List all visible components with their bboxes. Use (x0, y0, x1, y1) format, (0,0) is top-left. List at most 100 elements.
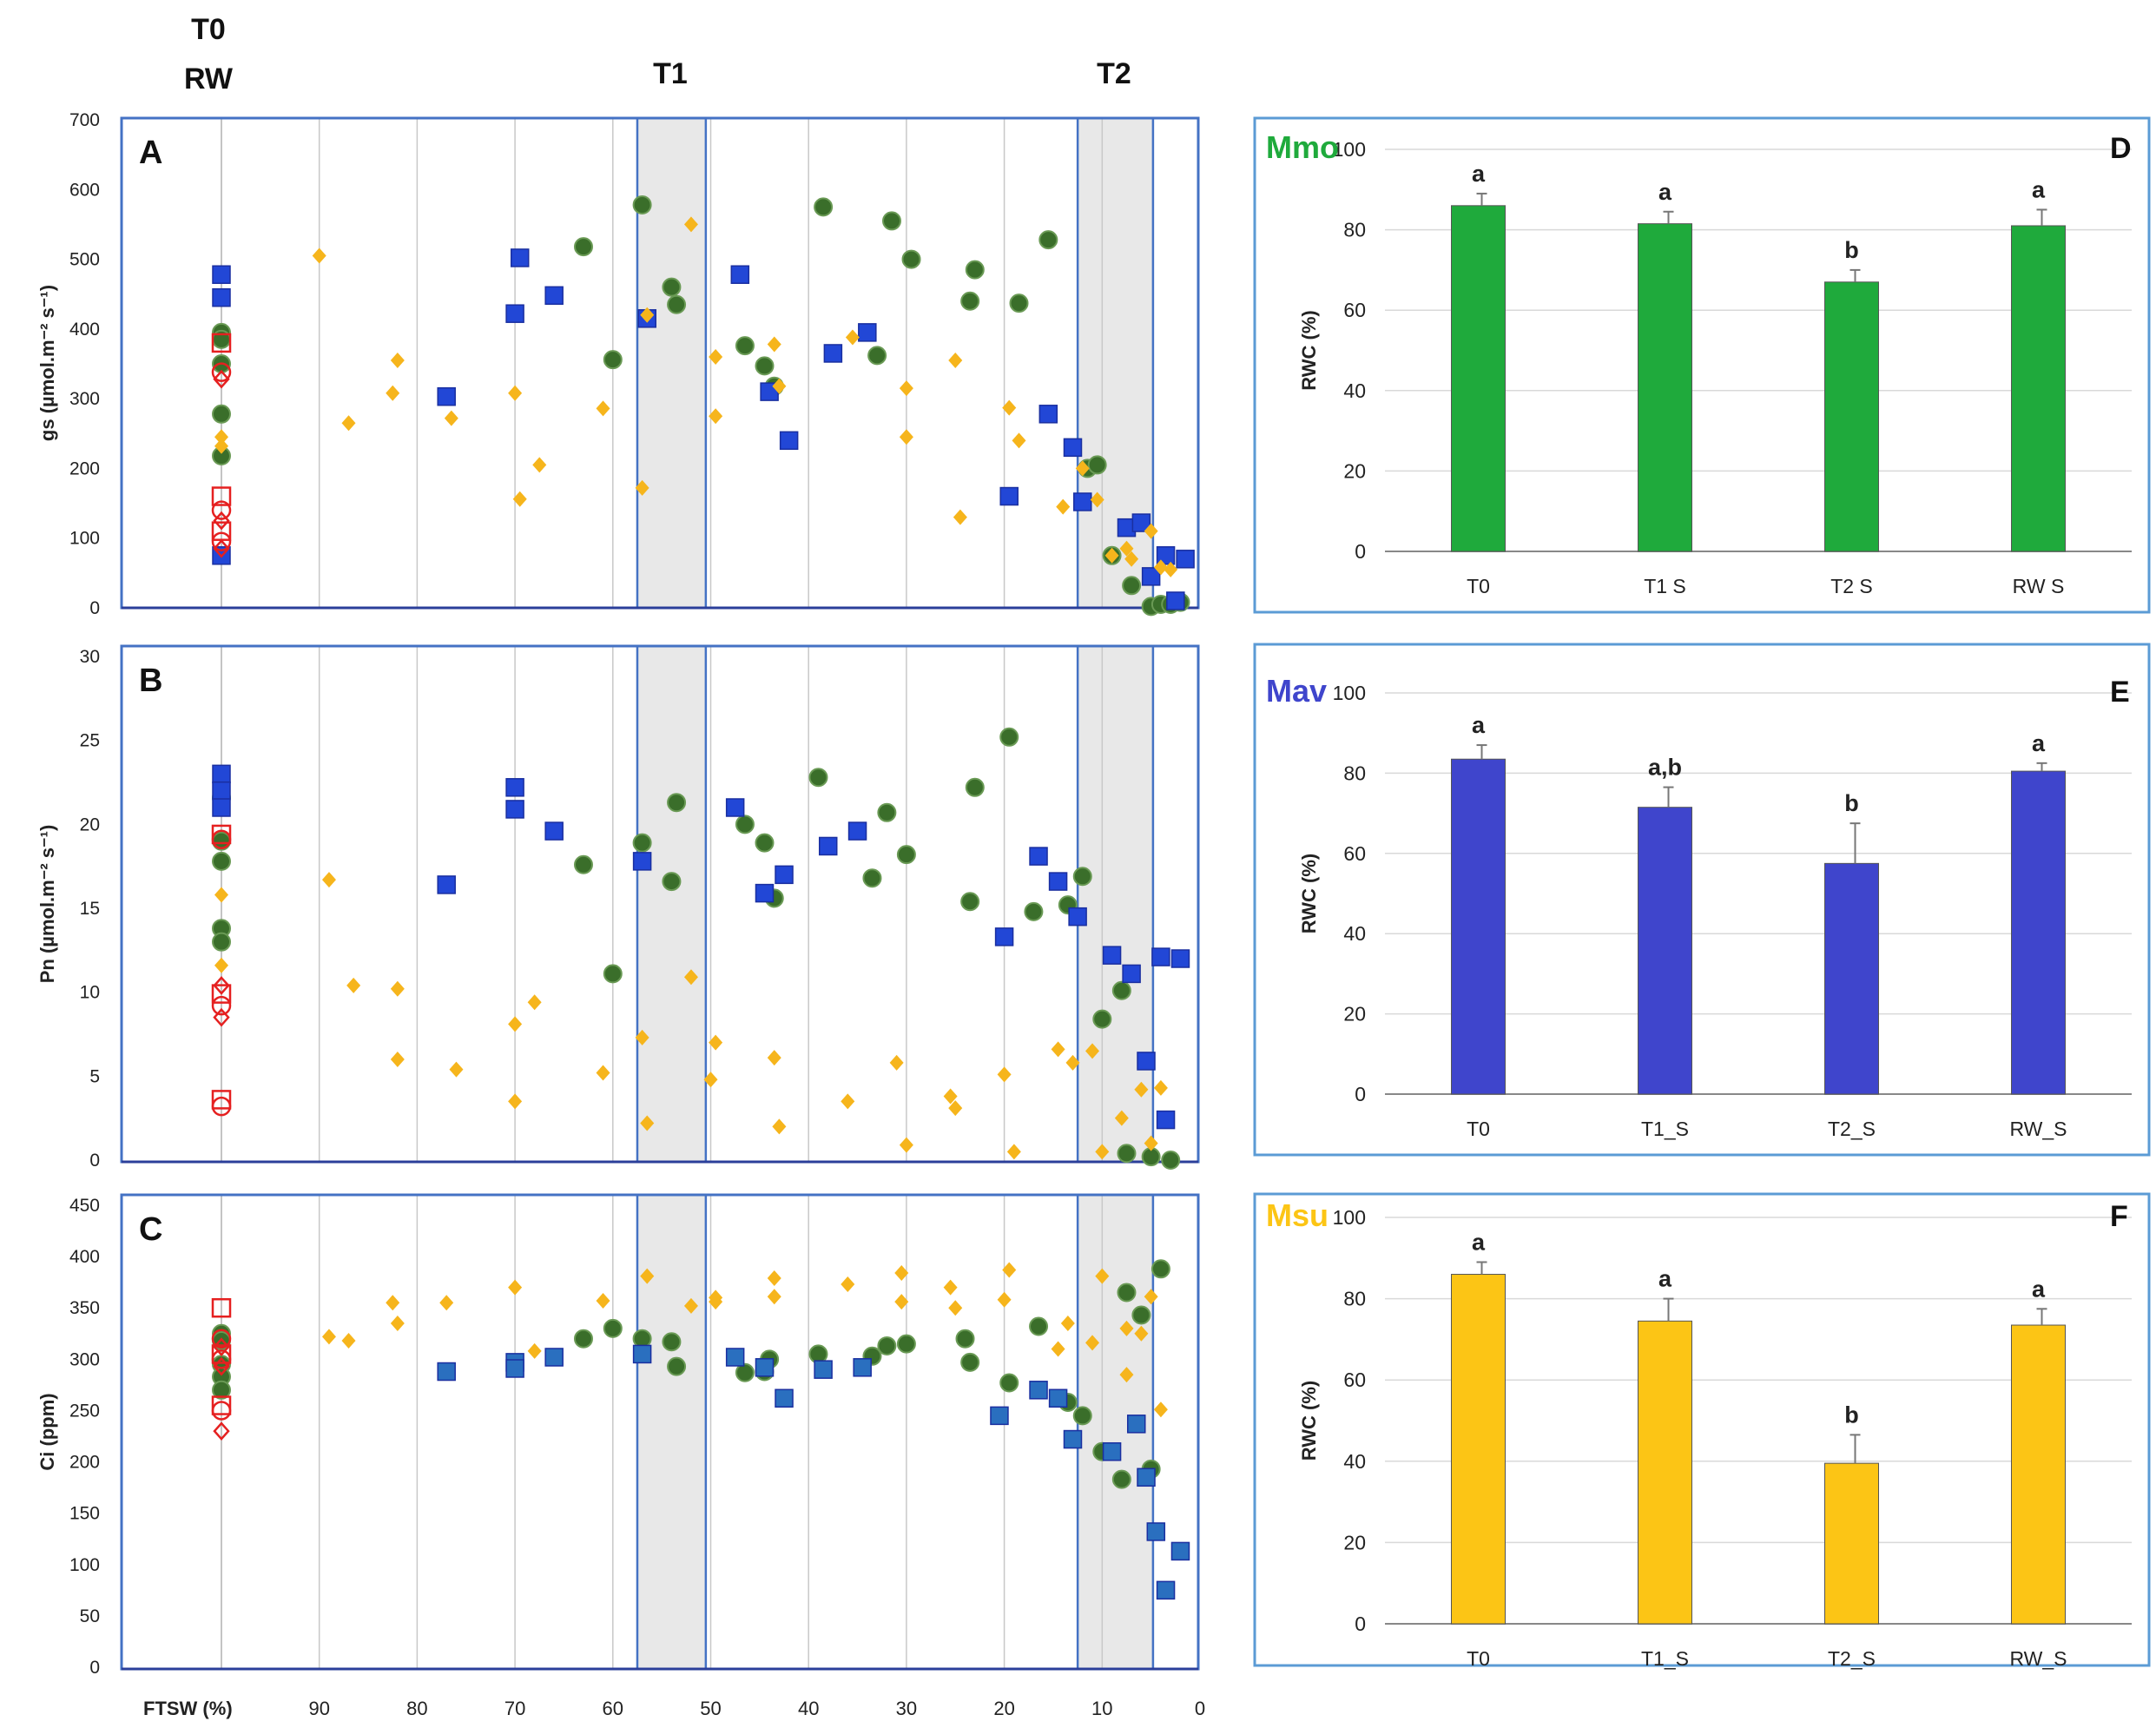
point-msu (1119, 1367, 1134, 1383)
point-msu (390, 1052, 405, 1067)
point-mav (1073, 492, 1092, 511)
panel-letter: D (2110, 132, 2132, 165)
point-rw (211, 824, 232, 845)
point-mav (632, 852, 652, 871)
point-msu (1153, 1402, 1168, 1418)
y-tick-label: 500 (69, 250, 100, 270)
point-mav (818, 836, 838, 856)
stress-window-t1 (636, 116, 708, 610)
point-msu (841, 1093, 855, 1110)
y-tick-label: 100 (69, 529, 100, 549)
x-axis-label: FTSW (%) (143, 1698, 233, 1719)
point-mmo (735, 336, 755, 356)
point-msu (767, 1270, 781, 1286)
y-tick-label: 200 (69, 458, 100, 478)
point-mmo (632, 195, 652, 214)
point-mmo (999, 727, 1019, 747)
point-mmo (667, 793, 687, 813)
panel-letter: A (139, 135, 162, 171)
point-mmo (212, 1380, 231, 1400)
scatter-panel-b: 0 5 10 15 20 25 30 Pn (µmol.m⁻² s⁻¹) B (36, 644, 1200, 1171)
point-msu (1006, 1144, 1021, 1160)
panel-frame (1253, 643, 2151, 1157)
point-msu (214, 957, 228, 973)
point-mmo (667, 294, 687, 314)
point-rw (211, 1297, 232, 1318)
point-mmo (1029, 1316, 1049, 1336)
point-mav (1122, 964, 1141, 984)
y-tick-label: 100 (1333, 138, 1366, 161)
stress-window-t1 (636, 1193, 708, 1671)
point-mav (1166, 591, 1185, 610)
point-mmo (1161, 1151, 1181, 1170)
y-tick-label: 40 (1343, 922, 1366, 945)
category-label: T1 S (1644, 575, 1686, 597)
point-msu (527, 1342, 542, 1359)
bar (2011, 225, 2066, 552)
x-tick-label: 40 (798, 1698, 819, 1719)
x-tick-label: 90 (308, 1698, 329, 1719)
y-tick-label: 700 (69, 110, 100, 130)
point-msu (709, 348, 723, 365)
significance-letter: a (1658, 1266, 1672, 1292)
point-mav (847, 821, 867, 841)
y-tick-label: 600 (69, 180, 100, 200)
point-rw (211, 500, 232, 520)
point-mav (632, 1344, 652, 1364)
significance-letter: b (1844, 790, 1859, 816)
point-mmo (212, 932, 231, 952)
point-msu (508, 1093, 523, 1110)
point-rw (213, 511, 230, 531)
y-axis-label: RWC (%) (1298, 310, 1320, 390)
point-msu (444, 410, 458, 426)
point-mav (1063, 1429, 1083, 1449)
point-mav (510, 248, 530, 267)
point-msu (1065, 1054, 1080, 1071)
point-msu (312, 247, 326, 264)
point-mav (1151, 947, 1170, 966)
panel-letter: B (139, 663, 162, 699)
point-msu (1002, 1262, 1017, 1278)
point-mav (1137, 1467, 1156, 1487)
point-mmo (755, 356, 775, 376)
point-msu (1134, 1081, 1149, 1098)
point-mav (1156, 1580, 1176, 1600)
point-mmo (603, 964, 623, 984)
point-msu (635, 479, 649, 496)
point-mav (755, 883, 775, 903)
bar (1824, 862, 1879, 1095)
point-rw (211, 1096, 232, 1117)
category-label: T1_S (1641, 1647, 1689, 1670)
point-msu (508, 385, 523, 401)
bar (1451, 205, 1506, 552)
y-tick-label: 60 (1343, 299, 1366, 321)
point-mav (212, 287, 231, 307)
point-mav (730, 265, 750, 284)
point-mmo (573, 854, 593, 874)
point-mav (994, 927, 1014, 946)
header-t1-label: T1 (653, 57, 688, 90)
panel-letter: C (139, 1211, 162, 1248)
header-rw-label: RW (184, 63, 234, 96)
x-tick-label: 50 (700, 1698, 721, 1719)
point-mav (544, 286, 564, 306)
point-mav (1038, 405, 1058, 424)
point-rw (211, 1401, 232, 1421)
y-tick-label: 50 (80, 1606, 100, 1626)
point-mav (212, 781, 231, 801)
y-tick-label: 0 (89, 1151, 100, 1171)
y-axis-label: RWC (%) (1298, 1381, 1320, 1461)
significance-letter: b (1844, 1402, 1859, 1428)
y-tick-label: 5 (89, 1066, 100, 1086)
point-msu (1153, 1079, 1168, 1096)
panel-frame (1253, 1192, 2151, 1667)
point-rw (211, 1344, 232, 1364)
point-mmo (1072, 1406, 1092, 1426)
point-msu (512, 491, 527, 507)
point-mmo (1087, 455, 1107, 475)
point-mmo (862, 868, 882, 888)
point-rw (213, 1337, 230, 1357)
category-label: T0 (1467, 1647, 1490, 1670)
point-msu (683, 216, 698, 233)
point-msu (767, 1050, 781, 1066)
